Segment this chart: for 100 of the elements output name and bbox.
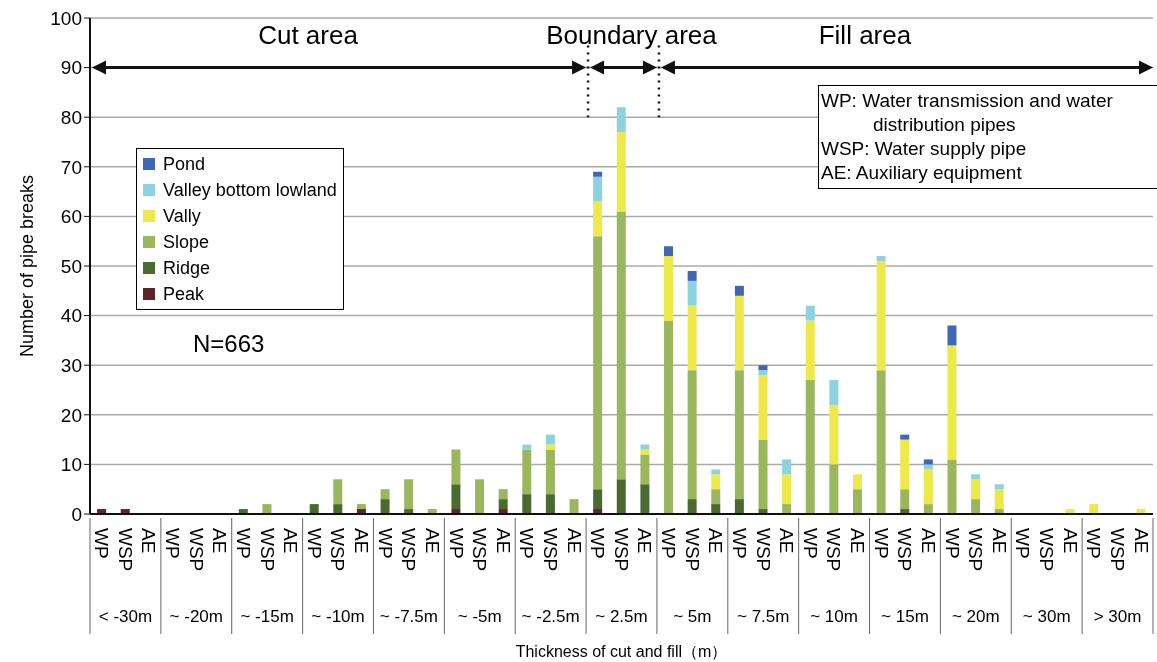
bar — [593, 236, 603, 490]
x-tick-label: WP — [445, 528, 467, 559]
x-tick-label: WSP — [185, 528, 207, 572]
text: ~ -7.5m — [379, 607, 438, 626]
bar — [522, 449, 532, 495]
x-tick-label: WP — [1012, 528, 1034, 559]
x-tick-label: WP — [162, 528, 184, 559]
bar — [522, 444, 532, 450]
y-tick-label: 100 — [50, 7, 82, 29]
x-tick-label: WSP — [1036, 528, 1058, 572]
bar — [451, 449, 461, 485]
text: ~ -5m — [457, 607, 502, 626]
x-tick-label: WP — [232, 528, 254, 559]
y-tick-label: 0 — [71, 503, 82, 525]
x-tick-label: WP — [1083, 528, 1105, 559]
x-tick-label: AE — [705, 528, 727, 554]
x-tick-label: WP — [799, 528, 821, 559]
bar — [853, 474, 862, 490]
bar — [923, 459, 933, 465]
y-axis-title: Number of pipe breaks — [17, 174, 38, 358]
annotation: AE: Auxiliary equipment — [821, 161, 1023, 185]
text: ~ 15m — [881, 607, 929, 626]
bar — [545, 444, 555, 450]
bar — [758, 365, 768, 371]
text: ~ 10m — [810, 607, 858, 626]
annotation: Fill area — [817, 19, 913, 51]
y-tick-label: 20 — [60, 404, 82, 426]
bar — [758, 370, 768, 376]
x-tick-label: WSP — [1106, 528, 1128, 572]
x-tick-label: AE — [634, 528, 656, 554]
bar — [498, 499, 508, 510]
bar — [971, 474, 981, 480]
bar — [664, 256, 674, 321]
text: ~ -2.5m — [521, 607, 580, 626]
text: ~ 30m — [1022, 607, 1071, 626]
bar — [333, 479, 343, 505]
bar — [711, 469, 721, 475]
bar — [664, 320, 674, 514]
bar — [900, 489, 910, 510]
x-tick-label: AE — [280, 528, 302, 554]
bar — [853, 489, 862, 514]
bar — [640, 444, 650, 450]
x-tick-label: AE — [847, 528, 869, 554]
x-tick-label: WSP — [539, 528, 561, 572]
x-tick-label: WSP — [823, 528, 845, 572]
bar — [498, 489, 508, 500]
x-tick-label: WP — [728, 528, 750, 559]
text: ~ -10m — [311, 607, 365, 626]
bar — [923, 464, 933, 470]
legend-label: Slope — [163, 231, 210, 253]
bar — [782, 459, 792, 475]
bar — [829, 404, 839, 465]
bar — [616, 479, 626, 514]
annotation: Cut area — [257, 19, 359, 51]
bar — [593, 171, 603, 177]
x-tick-label: AE — [563, 528, 585, 554]
bar — [687, 305, 697, 371]
bar — [687, 370, 697, 500]
bar — [616, 107, 626, 133]
bar — [758, 439, 768, 510]
bar — [593, 201, 603, 237]
bar — [829, 380, 839, 405]
bar — [333, 504, 343, 514]
text: ~ 20m — [951, 607, 1000, 626]
x-tick-label: AE — [1130, 528, 1152, 554]
legend-label: Peak — [163, 283, 205, 305]
x-tick-label: WP — [516, 528, 538, 559]
bar — [805, 305, 815, 321]
bar — [687, 499, 697, 514]
x-tick-label: WSP — [894, 528, 916, 572]
x-tick-label: AE — [138, 528, 160, 554]
y-tick-label: 40 — [60, 305, 82, 327]
x-tick-label: WP — [91, 528, 113, 559]
bar — [664, 246, 674, 257]
y-tick-label: 50 — [60, 255, 82, 277]
bar — [309, 504, 319, 514]
bar — [687, 270, 697, 281]
x-tick-label: AE — [988, 528, 1010, 554]
bar — [805, 380, 815, 514]
x-tick-label: WSP — [398, 528, 420, 572]
y-tick-label: 90 — [60, 57, 82, 79]
bar — [404, 479, 414, 510]
text: ~ -15m — [240, 607, 294, 626]
text: ~ 7.5m — [737, 607, 790, 626]
x-tick-label: WP — [870, 528, 892, 559]
x-tick-label: WSP — [114, 528, 136, 572]
bar — [711, 489, 721, 505]
bar — [545, 449, 555, 495]
bar — [947, 345, 957, 460]
bar — [593, 176, 603, 202]
x-tick-label: WSP — [610, 528, 632, 572]
x-tick-label: WSP — [256, 528, 278, 572]
y-tick-label: 70 — [60, 156, 82, 178]
bar — [640, 484, 650, 514]
x-tick-label: WSP — [469, 528, 491, 572]
bar — [734, 499, 744, 514]
bar — [994, 489, 1004, 510]
bar — [900, 434, 910, 440]
y-tick-label: 60 — [60, 206, 82, 228]
bar — [900, 439, 910, 490]
